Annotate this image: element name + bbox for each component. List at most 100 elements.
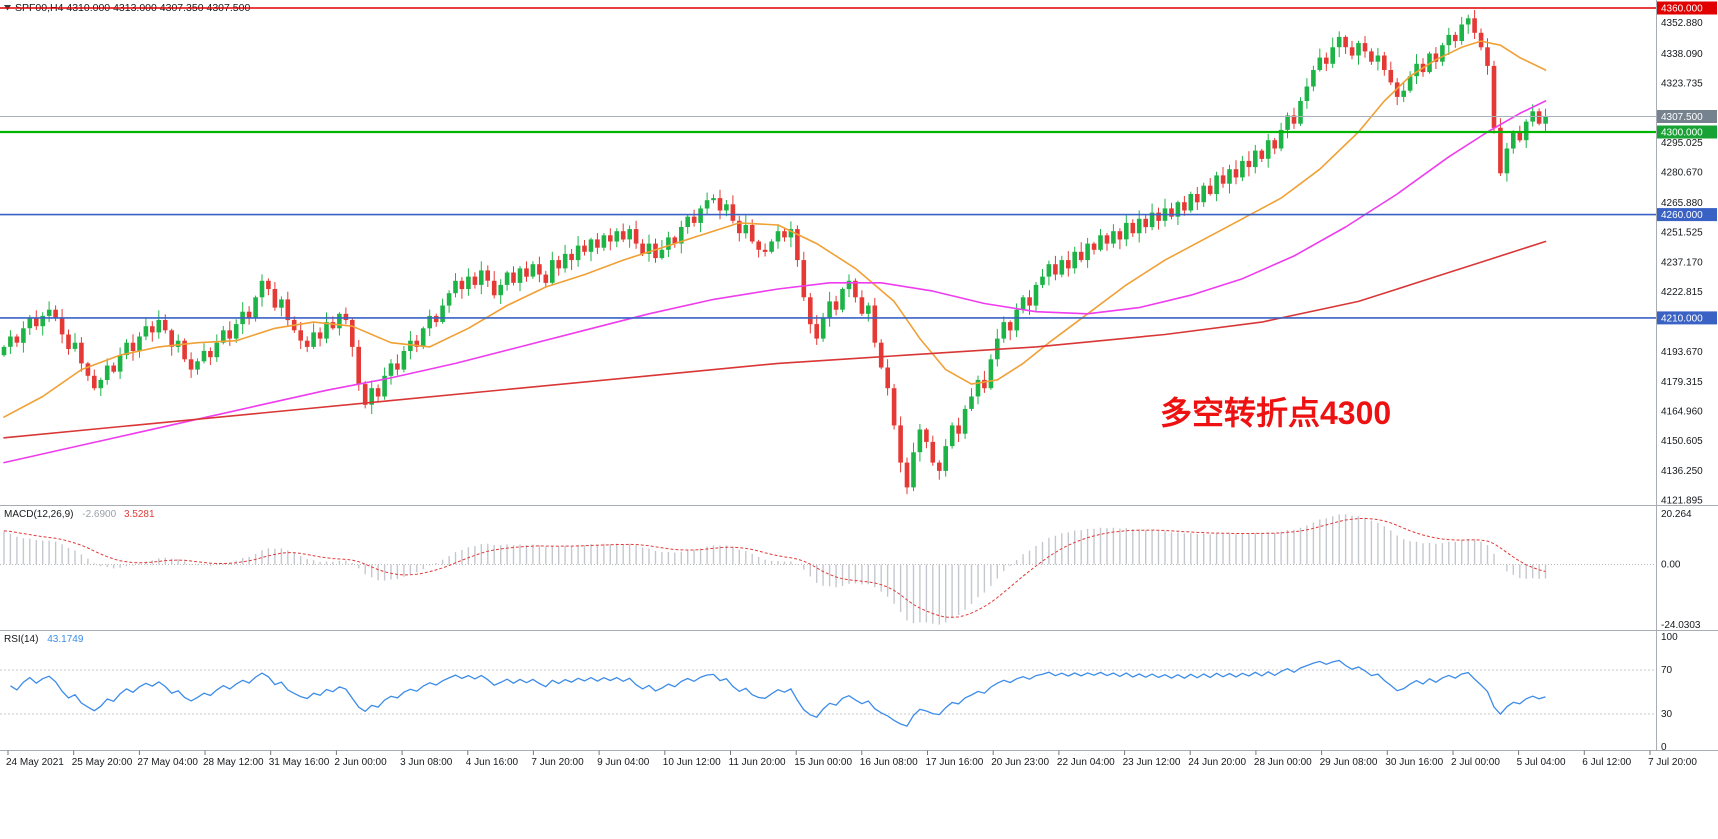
candle-body	[1240, 160, 1245, 178]
candle-body	[756, 241, 761, 250]
price-badge[interactable]	[1657, 110, 1717, 123]
ma-line-slow	[3, 240, 1547, 439]
candle-body	[975, 379, 981, 397]
candle-body	[769, 241, 774, 252]
price-axis-tick: 4179.315	[1661, 377, 1703, 388]
price-badge[interactable]	[1657, 125, 1717, 139]
candle-body	[298, 330, 303, 341]
candle-body	[1375, 55, 1381, 62]
candle-body	[427, 315, 432, 329]
candle-body	[1066, 260, 1071, 269]
candle-body	[1511, 132, 1516, 149]
candle-body	[820, 317, 826, 339]
candle-body	[666, 237, 671, 250]
candle-body	[1259, 150, 1265, 159]
candle-body	[1020, 297, 1026, 310]
rsi-indicator-label: RSI(14) 43.1749	[4, 634, 84, 645]
candle-body	[904, 462, 910, 488]
price-badge[interactable]	[1657, 1, 1717, 15]
candle-body	[1324, 57, 1329, 64]
candle-body	[1272, 140, 1277, 149]
candle-body	[872, 305, 878, 343]
candle-body	[911, 452, 916, 488]
candle-body	[1072, 251, 1077, 269]
price-badge[interactable]	[1657, 208, 1717, 222]
candle-body	[595, 239, 600, 248]
candle-body	[53, 309, 58, 318]
price-axis-tick: 4338.090	[1661, 49, 1703, 60]
time-axis-label: 5 Jul 04:00	[1517, 757, 1566, 768]
candle-body	[8, 336, 13, 347]
candle-body	[1304, 86, 1310, 101]
candle-body	[730, 204, 736, 221]
candle-body	[627, 229, 632, 240]
candle-body	[1536, 111, 1542, 124]
candle-body	[1220, 175, 1226, 184]
time-axis-label: 4 Jun 16:00	[466, 757, 519, 768]
price-badge-label: 4210.000	[1661, 313, 1703, 324]
candle-body	[279, 299, 284, 308]
time-axis-label: 28 May 12:00	[203, 757, 264, 768]
candle-body	[601, 235, 607, 248]
macd-signal-line	[3, 517, 1546, 618]
price-axis-tick: 4193.670	[1661, 347, 1703, 358]
price-axis-tick: 4121.895	[1661, 496, 1703, 507]
candle-body	[1091, 243, 1097, 250]
macd-name: MACD(12,26,9)	[4, 509, 73, 520]
candle-body	[1517, 132, 1523, 141]
candle-body	[782, 231, 787, 238]
candle-body	[1446, 34, 1452, 46]
candle-body	[1498, 127, 1503, 174]
candle-body	[866, 305, 871, 314]
candle-body	[1169, 208, 1174, 217]
candle-body	[633, 229, 639, 244]
candle-body	[962, 408, 968, 434]
price-badge[interactable]	[1657, 311, 1717, 325]
candle-body	[143, 326, 149, 337]
candle-body	[833, 301, 839, 310]
candle-body	[1465, 18, 1471, 25]
candle-body	[1117, 231, 1123, 240]
candle-body	[1246, 160, 1252, 168]
candle-body	[459, 280, 465, 290]
candle-body	[214, 342, 220, 358]
candle-body	[27, 317, 33, 329]
time-axis-label: 3 Jun 08:00	[400, 757, 453, 768]
candle-body	[1382, 55, 1387, 70]
price-axis-tick: 4265.880	[1661, 198, 1703, 209]
time-axis-label: 6 Jul 12:00	[1582, 757, 1631, 768]
candle-body	[1182, 202, 1187, 211]
candle-body	[233, 324, 239, 339]
price-badge-label: 4307.500	[1661, 112, 1703, 123]
time-axis-label: 30 Jun 16:00	[1385, 757, 1443, 768]
macd-axis-min: -24.0303	[1661, 620, 1701, 631]
candle-body	[124, 342, 129, 356]
price-axis-tick: 4237.170	[1661, 257, 1703, 268]
rsi-axis-label: 70	[1661, 665, 1673, 676]
candle-body	[401, 351, 407, 370]
candle-body	[1427, 53, 1432, 73]
candle-body	[679, 227, 684, 244]
annotation-text[interactable]: 多空转折点4300	[1160, 395, 1391, 431]
candle-body	[208, 351, 213, 358]
candle-body	[511, 272, 516, 283]
candle-body	[156, 320, 162, 333]
rsi-axis-label: 0	[1661, 742, 1667, 753]
candle-body	[1195, 194, 1200, 203]
macd-signal-value: 3.5281	[124, 509, 155, 520]
candle-body	[1491, 65, 1497, 128]
candle-body	[956, 425, 961, 434]
rsi-axis-label: 100	[1661, 632, 1678, 643]
candle-body	[1440, 45, 1445, 62]
rsi-axis-label: 30	[1661, 709, 1673, 720]
candle-body	[259, 280, 265, 298]
candle-body	[640, 243, 645, 254]
candle-body	[737, 220, 742, 234]
price-axis-tick: 4222.815	[1661, 287, 1703, 298]
candle-body	[137, 336, 142, 351]
candle-body	[1453, 34, 1458, 42]
candle-body	[1233, 169, 1239, 178]
candle-body	[775, 231, 781, 242]
